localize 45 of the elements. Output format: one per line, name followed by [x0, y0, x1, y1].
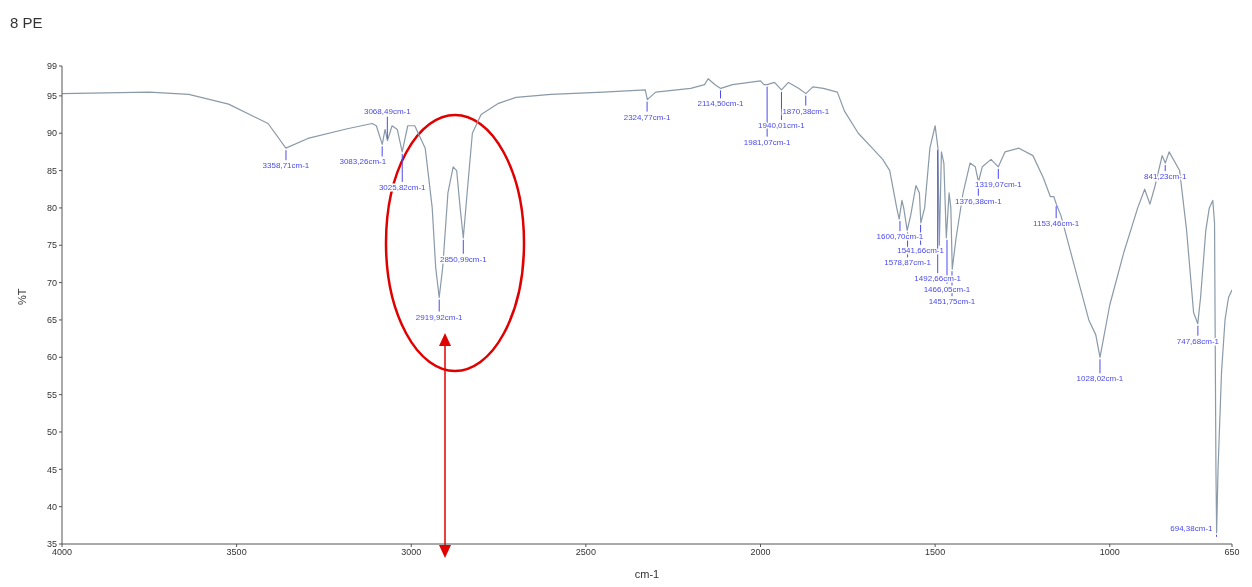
- annotation: 2919,92cm-1: [415, 312, 464, 322]
- y-tick-label: 85: [46, 165, 57, 176]
- x-tick-label: 4000: [51, 547, 73, 558]
- x-tick-label: 2500: [575, 547, 596, 558]
- annotation: 1451,75cm-1: [928, 297, 976, 307]
- annotation: 2324,77cm-1: [623, 112, 671, 122]
- annotation: 694,38cm-1: [1170, 523, 1214, 533]
- annotation: 1870,38cm-1: [782, 106, 830, 116]
- annotation: 747,68cm-1: [1176, 336, 1220, 346]
- y-tick-label: 90: [46, 128, 57, 139]
- annotation: 2850,99cm-1: [439, 254, 488, 264]
- y-tick-label: 35: [46, 539, 57, 550]
- x-tick-label: 3000: [401, 547, 422, 558]
- y-tick-label: 99: [46, 61, 57, 72]
- y-tick-label: 55: [46, 389, 57, 400]
- y-tick-label: 60: [46, 352, 57, 363]
- y-tick-label: 70: [46, 277, 57, 288]
- y-tick-label: 50: [46, 427, 57, 438]
- x-tick-label: 2000: [750, 547, 771, 558]
- annotation: 1028,02cm-1: [1076, 374, 1124, 384]
- x-tick-label: 1000: [1099, 547, 1120, 558]
- y-tick-label: 80: [46, 203, 57, 214]
- x-tick-label: 3500: [226, 547, 247, 558]
- annotation: 1319,07cm-1: [974, 179, 1023, 189]
- y-tick-label: 65: [46, 315, 57, 326]
- annotation: 1981,07cm-1: [743, 137, 792, 147]
- line-series: [62, 78, 1232, 534]
- chart-title: 8 PE: [10, 14, 43, 31]
- y-tick-label: 75: [46, 240, 57, 251]
- annotation: 1466,05cm-1: [923, 284, 971, 294]
- y-tick-label: 95: [46, 91, 57, 102]
- annotation: 1492,66cm-1: [914, 274, 962, 284]
- y-axis-title: %T: [15, 288, 28, 305]
- annotation: 1578,87cm-1: [884, 258, 932, 268]
- y-tick-label: 40: [46, 501, 57, 512]
- x-tick-label: 650: [1224, 547, 1240, 558]
- x-axis-title: cm-1: [634, 568, 660, 580]
- annotation: 2114,50cm-1: [697, 99, 745, 109]
- x-tick-label: 1500: [925, 547, 946, 558]
- annotation: 1376,38cm-1: [954, 196, 1003, 206]
- annotation: 1153,46cm-1: [1033, 219, 1080, 229]
- annotation: 3083,26cm-1: [339, 157, 387, 167]
- annotation: 3358,71cm-1: [262, 161, 310, 171]
- y-tick-label: 45: [46, 464, 57, 475]
- annotation: 3068,49cm-1: [363, 106, 412, 116]
